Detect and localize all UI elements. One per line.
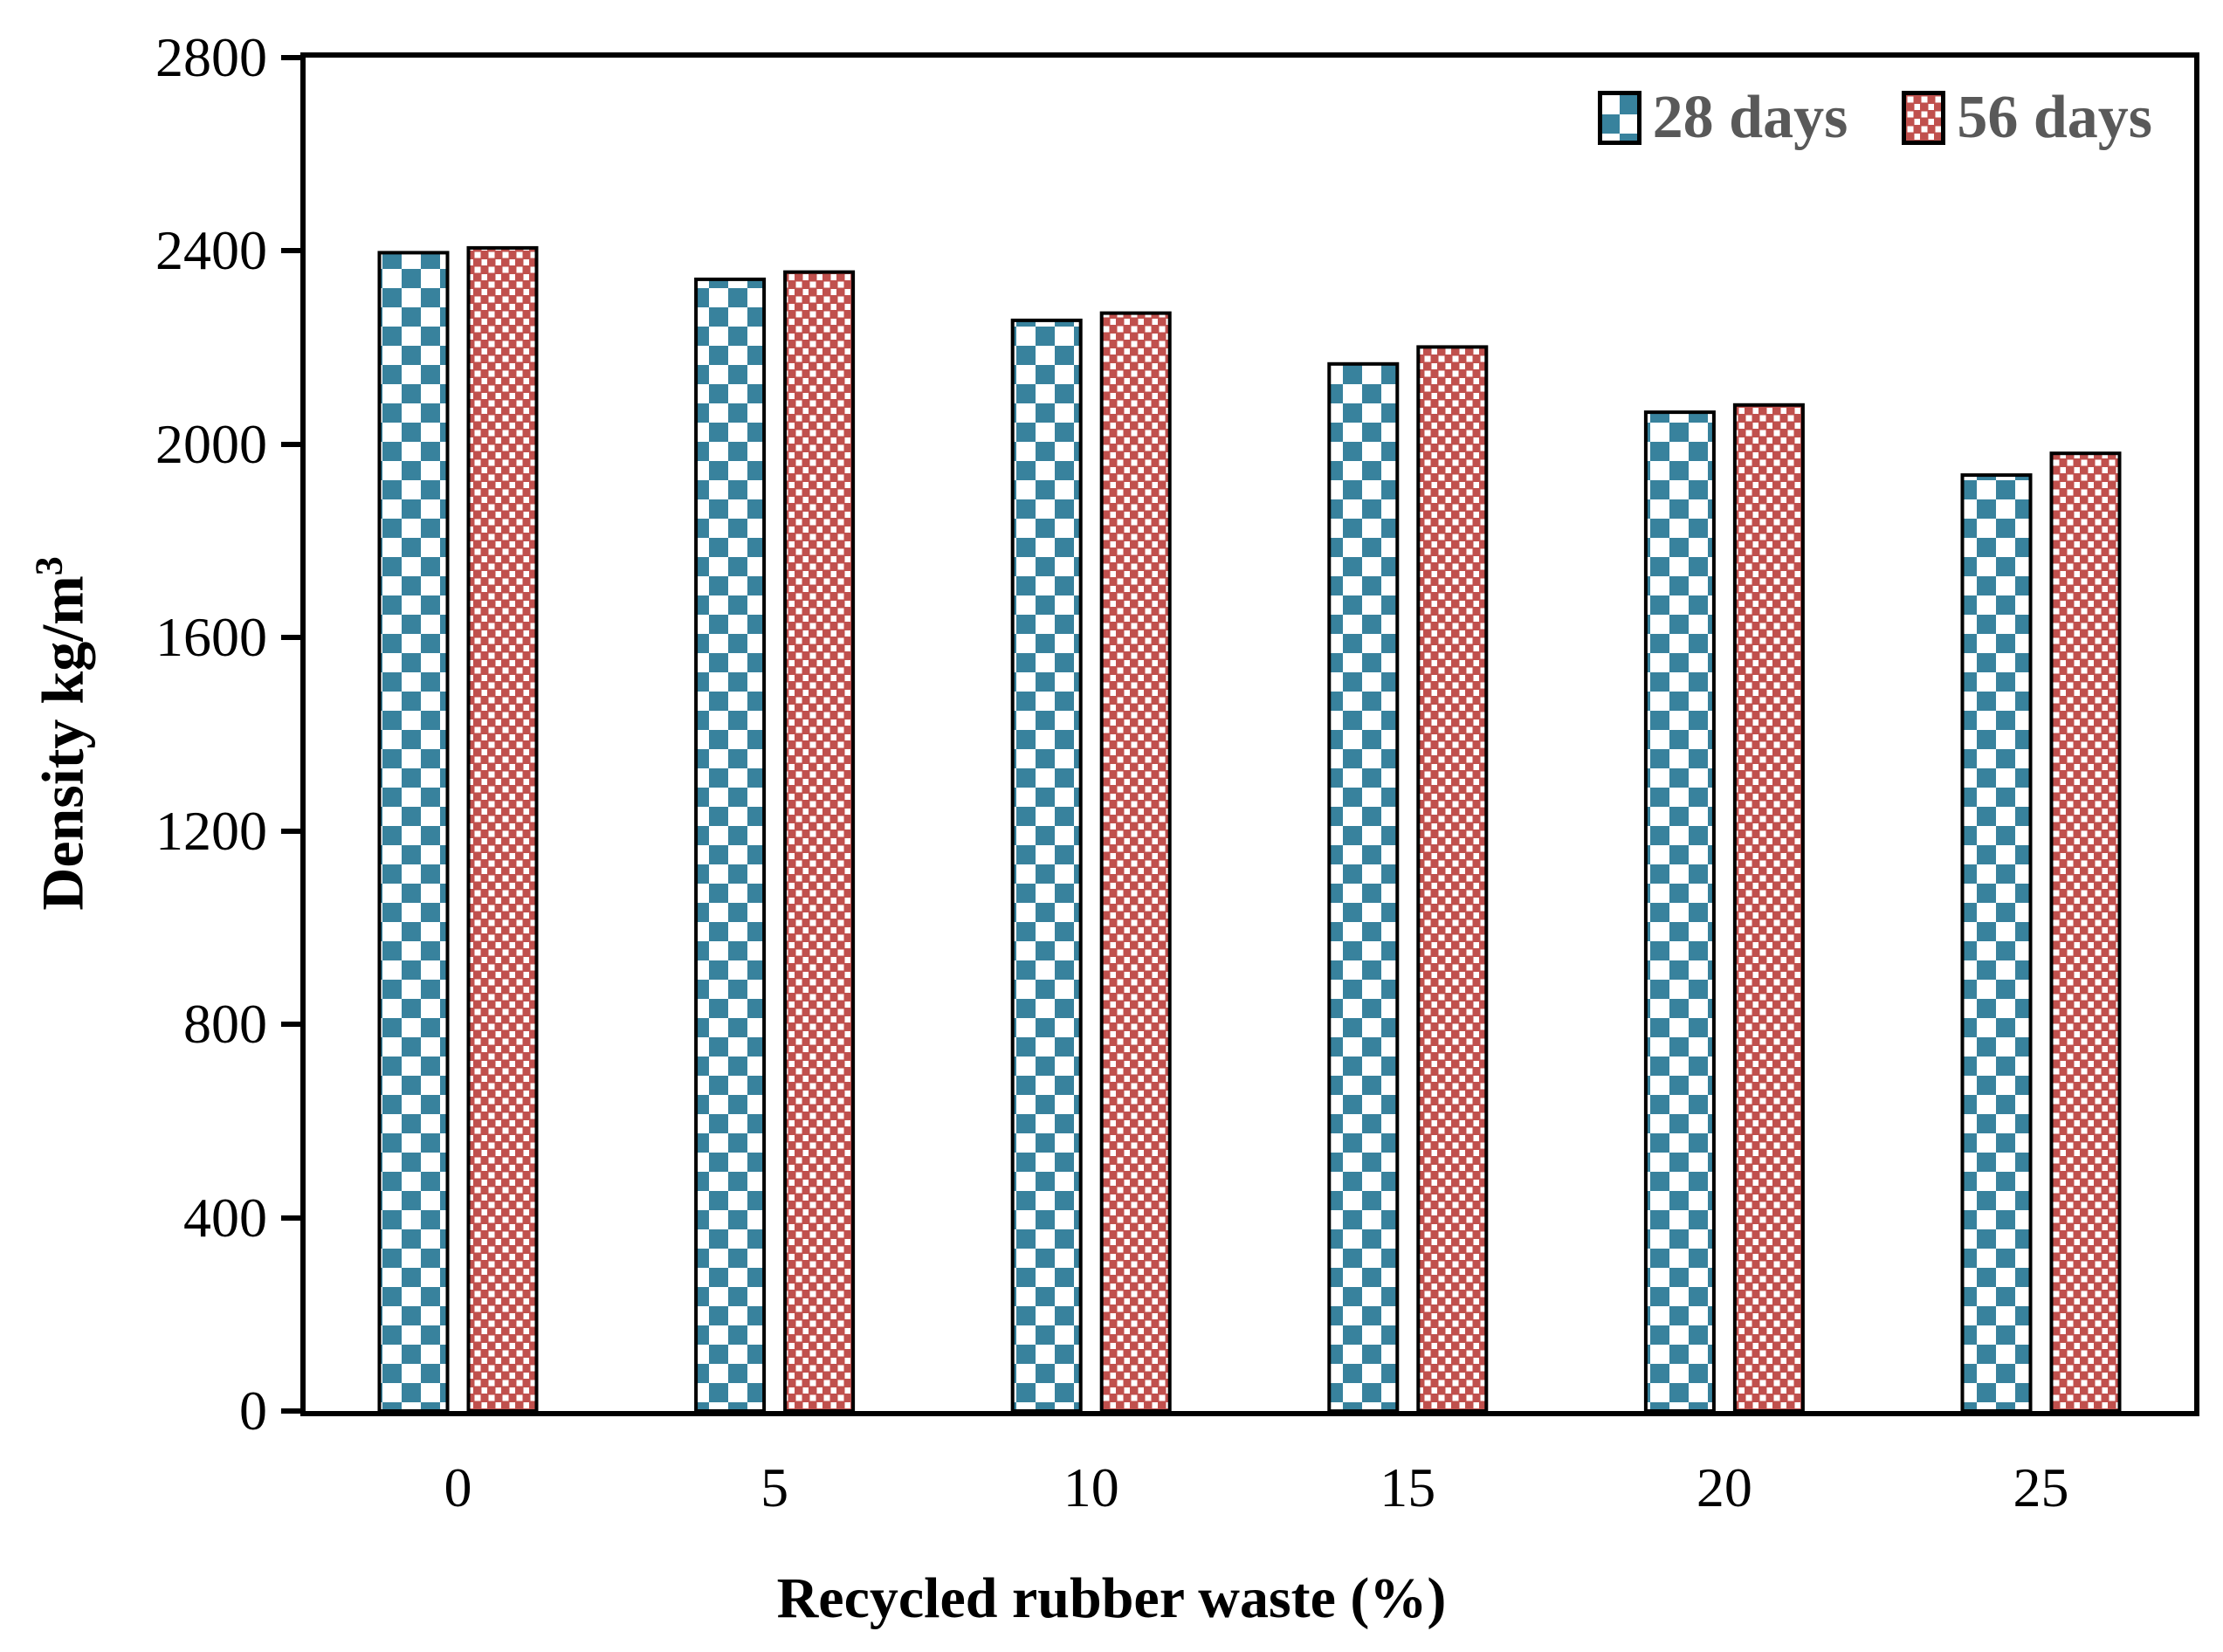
x-axis-title: Recycled rubber waste (%) bbox=[776, 1566, 1447, 1630]
bar-56-days-at-25-percent bbox=[2049, 451, 2122, 1411]
bar-28-days-at-5-percent bbox=[694, 277, 767, 1411]
y-tick-mark-2800 bbox=[281, 55, 300, 60]
legend-label-56-days: 56 days bbox=[1957, 84, 2152, 151]
x-tick-label-25: 25 bbox=[2013, 1456, 2069, 1518]
y-tick-label-1600: 1600 bbox=[155, 606, 267, 669]
bar-56-days-at-20-percent bbox=[1732, 403, 1805, 1411]
y-tick-label-800: 800 bbox=[183, 993, 267, 1056]
plot-area: 0 400 800 1200 1600 2000 2400 2800 28 days 56 d… bbox=[155, 30, 2199, 1439]
bar-56-days-at-10-percent bbox=[1099, 311, 1172, 1411]
y-tick-label-400: 400 bbox=[183, 1186, 267, 1249]
y-tick-mark-2000 bbox=[281, 441, 300, 447]
legend-label-28-days: 28 days bbox=[1652, 84, 1848, 151]
legend-item-56-days: 56 days bbox=[1902, 87, 2152, 148]
bar-28-days-at-0-percent bbox=[377, 251, 450, 1411]
bar-28-days-at-20-percent bbox=[1643, 410, 1716, 1411]
bar-56-days-at-0-percent bbox=[466, 245, 539, 1411]
legend-swatch-28-days-icon bbox=[1597, 91, 1641, 145]
y-tick-mark-1200 bbox=[281, 828, 300, 834]
x-tick-label-20: 20 bbox=[1696, 1456, 1752, 1518]
legend-swatch-56-days-icon bbox=[1902, 91, 1946, 145]
x-tick-label-0: 0 bbox=[444, 1456, 472, 1518]
bars-group bbox=[377, 245, 2122, 1411]
y-tick-mark-2400 bbox=[281, 248, 300, 254]
y-axis-title-superscript: 3 bbox=[27, 556, 71, 576]
bars-canvas bbox=[377, 245, 2122, 1411]
bar-28-days-at-25-percent bbox=[1960, 473, 2033, 1411]
x-tick-label-15: 15 bbox=[1380, 1456, 1436, 1518]
bar-56-days-at-15-percent bbox=[1416, 345, 1489, 1411]
x-tick-label-10: 10 bbox=[1063, 1456, 1119, 1518]
bar-28-days-at-15-percent bbox=[1327, 361, 1400, 1411]
legend-item-28-days: 28 days bbox=[1597, 84, 1848, 151]
y-axis-title: Density kg/m3 bbox=[27, 556, 96, 911]
y-tick-label-2000: 2000 bbox=[155, 412, 267, 475]
y-tick-label-2800: 2800 bbox=[155, 26, 267, 88]
y-tick-mark-800 bbox=[281, 1022, 300, 1028]
y-tick-label-1200: 1200 bbox=[155, 799, 267, 862]
bar-28-days-at-10-percent bbox=[1010, 318, 1083, 1411]
y-tick-label-2400: 2400 bbox=[155, 219, 267, 282]
x-tick-label-5: 5 bbox=[760, 1456, 789, 1518]
y-axis-title-text: Density kg/m bbox=[29, 575, 96, 911]
legend: 28 days 56 days bbox=[1597, 84, 2152, 151]
y-tick-mark-400 bbox=[281, 1215, 300, 1221]
y-tick-mark-0 bbox=[281, 1408, 300, 1414]
y-tick-label-0: 0 bbox=[239, 1380, 267, 1442]
y-tick-mark-1600 bbox=[281, 635, 300, 641]
bar-56-days-at-5-percent bbox=[783, 270, 856, 1411]
